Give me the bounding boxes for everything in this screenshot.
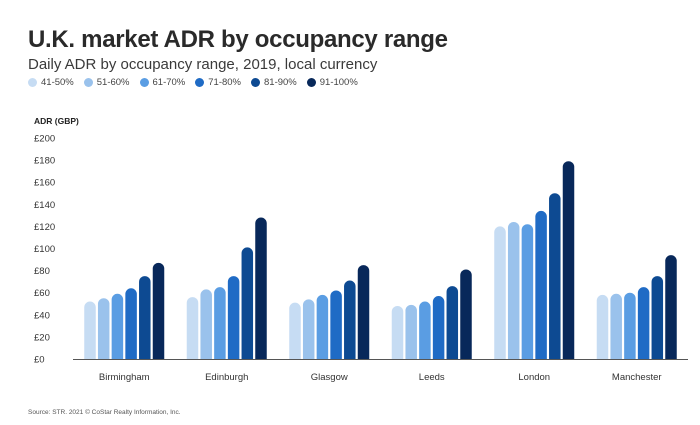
source-note: Source: STR. 2021 © CoStar Realty Inform… (28, 409, 181, 416)
legend-label: 81-90% (264, 77, 297, 88)
bar (152, 262, 165, 359)
bar (446, 286, 459, 359)
bar (432, 296, 445, 359)
bar (507, 221, 520, 359)
bar (494, 226, 506, 359)
y-tick-label: £60 (34, 288, 50, 299)
bar (186, 297, 199, 359)
legend-label: 61-70% (152, 77, 186, 88)
legend-label: 51-60% (96, 77, 130, 88)
bar (562, 161, 575, 359)
legend-item: 81-90% (251, 77, 297, 88)
y-tick-label: £0 (34, 355, 45, 366)
bar (200, 289, 212, 359)
bar (651, 276, 664, 359)
bar (302, 299, 315, 359)
bar (97, 298, 110, 359)
bar (624, 292, 636, 359)
legend-label: 91-100% (319, 77, 358, 88)
legend-label: 71-80% (208, 77, 241, 88)
bar (419, 301, 431, 359)
bar (84, 301, 96, 359)
x-tick-label: Glasgow (311, 372, 348, 383)
x-tick-label: London (518, 372, 550, 383)
bar (521, 224, 534, 359)
y-tick-label: £100 (34, 244, 55, 255)
y-tick-label: £40 (34, 310, 50, 321)
legend-swatch (139, 78, 149, 87)
chart-subtitle: Daily ADR by occupancy range, 2019, loca… (28, 56, 378, 73)
legend-swatch (306, 78, 316, 87)
bar (139, 276, 151, 359)
bar (111, 293, 124, 359)
bar (214, 287, 226, 359)
y-tick-label: £200 (34, 134, 55, 145)
bar (316, 294, 329, 359)
legend-item: 71-80% (195, 77, 241, 88)
bar (610, 293, 622, 359)
bar (255, 217, 267, 359)
x-tick-label: Leeds (419, 372, 445, 383)
bar (241, 247, 254, 359)
bar (665, 255, 677, 359)
legend-swatch (83, 78, 93, 87)
legend-swatch (195, 78, 205, 87)
chart-title: U.K. market ADR by occupancy range (28, 26, 448, 53)
x-tick-label: Edinburgh (205, 372, 248, 383)
bar (330, 290, 342, 359)
bar (405, 304, 417, 359)
x-tick-label: Manchester (612, 372, 662, 383)
y-axis-label: ADR (GBP) (34, 116, 79, 126)
legend-swatch (28, 78, 37, 87)
legend-item: 51-60% (83, 77, 130, 88)
bar (549, 193, 561, 359)
legend-label: 41-50% (41, 77, 74, 88)
y-tick-label: £80 (34, 266, 50, 277)
legend-item: 61-70% (139, 77, 186, 88)
bar (357, 265, 370, 359)
y-tick-label: £160 (34, 178, 55, 189)
bar (125, 288, 137, 359)
y-tick-label: £120 (34, 222, 55, 233)
legend-swatch (251, 78, 260, 87)
x-tick-label: Birmingham (99, 372, 150, 383)
y-tick-label: £140 (34, 200, 55, 211)
bar (460, 269, 472, 359)
bar (596, 294, 609, 359)
y-tick-label: £20 (34, 332, 50, 343)
legend-item: 91-100% (306, 77, 358, 88)
bar (227, 276, 240, 359)
bar (344, 280, 356, 359)
legend-item: 41-50% (28, 77, 74, 88)
y-tick-label: £180 (34, 156, 55, 167)
legend: 41-50% 51-60% 61-70% 71-80% 81-90% 91-100% (28, 77, 368, 88)
bar (535, 210, 547, 359)
bar (637, 287, 650, 359)
bar (391, 305, 404, 359)
bar (289, 302, 301, 359)
